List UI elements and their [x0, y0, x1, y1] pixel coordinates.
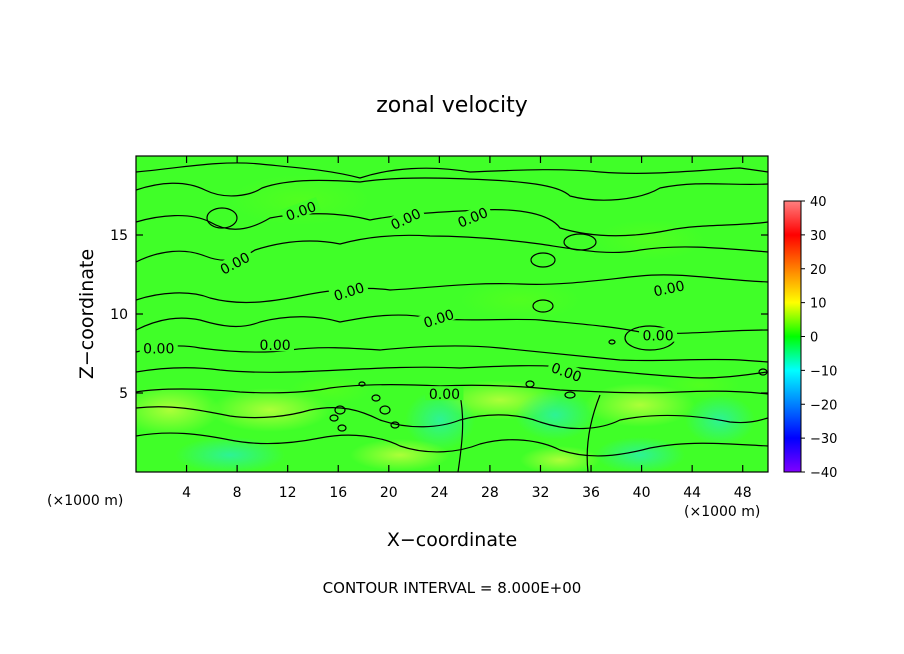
- x-tick-label: 24: [430, 485, 448, 501]
- x-tick-label: 8: [233, 485, 242, 501]
- contour-label-bg: [328, 278, 369, 304]
- contour-label-bg: [418, 304, 459, 330]
- y-tick-label: 5: [119, 386, 128, 402]
- x-tick-label: 48: [734, 485, 752, 501]
- colorbar-tick-label: −40: [810, 466, 837, 481]
- contour-label-text: 0.00: [259, 338, 290, 354]
- colorbar-tick-label: 0: [810, 331, 818, 346]
- contour-label-text: 0.00: [143, 341, 174, 357]
- contour-label-bg: [648, 276, 689, 299]
- x-axis-label: X−coordinate: [387, 529, 517, 551]
- plot-area: 0.00 0.00 0.000.000.00 0.000.000.000.00 0.00…: [136, 156, 768, 472]
- contour-label: 0.00: [639, 327, 678, 345]
- colorbar-tick-label: −30: [810, 432, 837, 447]
- contour-label-bg: [452, 202, 493, 231]
- chart-title: zonal velocity: [376, 93, 528, 118]
- contour-label-bg: [256, 337, 295, 352]
- x-unit-left: (×1000 m): [47, 493, 123, 509]
- colorbar-tick-label: 30: [810, 229, 827, 244]
- contour-label: 0.00: [648, 276, 689, 300]
- y-axis-label: Z−coordinate: [76, 249, 98, 379]
- colorbar: [783, 200, 802, 473]
- contour-labels: 0.00 0.00 0.000.000.00 0.000.000.000.00 0.00…: [139, 196, 689, 403]
- contour-label-text: 0.00: [652, 278, 686, 300]
- x-tick-label: 28: [481, 485, 499, 501]
- contour-label-bg: [546, 358, 588, 385]
- contour-label-text: 0.00: [642, 329, 673, 345]
- colorbar-tick-label: −20: [810, 398, 837, 413]
- x-tick-label: 32: [532, 485, 550, 501]
- contour-label-bg: [139, 340, 178, 355]
- contour-lines: [136, 162, 768, 472]
- contour-label-bg: [214, 247, 255, 278]
- field-shading: [136, 175, 755, 472]
- contour-label-bg: [280, 196, 321, 224]
- colorbar-ticks: 40 30 20 10 0 −10 −20 −30 −40: [801, 195, 837, 481]
- y-axis-ticks: 5 10 15: [110, 228, 768, 402]
- contour-label-bg: [639, 327, 678, 342]
- contour-label: 0.00: [425, 386, 464, 403]
- contour-interval-footer: CONTOUR INTERVAL = 8.000E+00: [323, 579, 582, 597]
- colorbar-tick-label: −10: [810, 364, 837, 379]
- colorbar-tick-label: 40: [810, 195, 827, 210]
- x-unit-right: (×1000 m): [684, 504, 760, 520]
- y-tick-label: 15: [110, 228, 128, 244]
- contour-label-bg: [425, 386, 464, 401]
- colorbar-tick-label: 10: [810, 297, 827, 312]
- x-axis-ticks: 4 8 12 16 20 24 28 32 36 40 44 48: [182, 156, 752, 501]
- x-tick-label: 12: [279, 485, 297, 501]
- x-tick-label: 4: [182, 485, 191, 501]
- contour-label: 0.00: [139, 340, 178, 357]
- x-tick-label: 16: [329, 485, 347, 501]
- contour-label-bg: [385, 203, 426, 233]
- x-tick-label: 40: [633, 485, 651, 501]
- contour-label: 0.00: [256, 337, 295, 354]
- y-tick-label: 10: [110, 307, 128, 323]
- contour-label-text: 0.00: [429, 387, 460, 403]
- x-tick-label: 20: [380, 485, 398, 501]
- x-tick-label: 44: [683, 485, 701, 501]
- colorbar-tick-label: 20: [810, 263, 827, 278]
- x-tick-label: 36: [582, 485, 600, 501]
